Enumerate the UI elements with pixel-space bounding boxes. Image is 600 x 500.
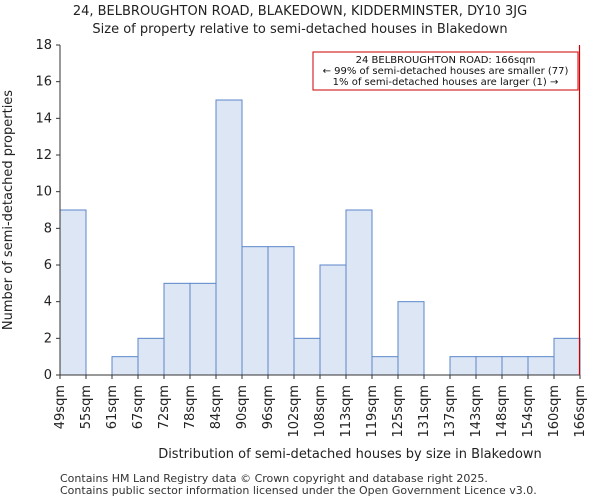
y-tick-label: 14 bbox=[35, 111, 52, 126]
bar-154sqm bbox=[527, 356, 555, 376]
y-tick-label: 10 bbox=[35, 185, 52, 200]
bar-113sqm bbox=[345, 209, 373, 376]
x-tick-label: 102sqm bbox=[287, 385, 302, 438]
x-tick-label: 55sqm bbox=[79, 385, 94, 429]
bar-108sqm bbox=[319, 264, 347, 376]
y-tick-label: 4 bbox=[44, 295, 52, 310]
bar-67sqm bbox=[137, 337, 165, 376]
x-tick-label: 166sqm bbox=[573, 385, 588, 438]
footer-line-1: Contains HM Land Registry data © Crown c… bbox=[60, 472, 488, 485]
x-axis-title: Distribution of semi-detached houses by … bbox=[158, 447, 542, 462]
bar-78sqm bbox=[189, 282, 217, 376]
x-tick-label: 84sqm bbox=[209, 385, 224, 429]
y-tick-label: 2 bbox=[44, 331, 52, 346]
bar-96sqm bbox=[267, 246, 295, 376]
x-tick-label: 148sqm bbox=[495, 385, 510, 438]
annotation-box bbox=[312, 51, 579, 91]
bar-137sqm bbox=[449, 356, 477, 376]
bar-72sqm bbox=[163, 282, 191, 376]
x-tick-label: 108sqm bbox=[313, 385, 328, 438]
x-tick-label: 61sqm bbox=[105, 385, 120, 429]
footer-line-2: Contains public sector information licen… bbox=[60, 484, 537, 497]
x-tick-label: 78sqm bbox=[183, 385, 198, 429]
x-tick-label: 154sqm bbox=[521, 385, 536, 438]
x-tick-label: 160sqm bbox=[547, 385, 562, 438]
bar-148sqm bbox=[501, 356, 529, 376]
x-tick-label: 125sqm bbox=[391, 385, 406, 438]
x-tick-label: 67sqm bbox=[131, 385, 146, 429]
chart-subtitle: Size of property relative to semi-detach… bbox=[92, 22, 508, 37]
bar-49sqm bbox=[59, 209, 87, 376]
bar-160sqm bbox=[553, 337, 581, 376]
bar-84sqm bbox=[215, 99, 243, 376]
bar-61sqm bbox=[111, 356, 139, 376]
bar-90sqm bbox=[241, 246, 269, 376]
annotation-line-1: 24 BELBROUGHTON ROAD: 166sqm bbox=[356, 55, 536, 66]
y-tick-label: 6 bbox=[44, 258, 52, 273]
x-tick-label: 131sqm bbox=[417, 385, 432, 438]
bar-119sqm bbox=[371, 356, 399, 376]
x-tick-label: 113sqm bbox=[339, 385, 354, 438]
y-axis-title: Number of semi-detached properties bbox=[1, 90, 16, 330]
bar-143sqm bbox=[475, 356, 503, 376]
y-tick-label: 16 bbox=[35, 75, 52, 90]
y-tick-label: 8 bbox=[44, 221, 52, 236]
x-tick-label: 119sqm bbox=[365, 385, 380, 438]
annotation-line-3: 1% of semi-detached houses are larger (1… bbox=[333, 77, 559, 88]
y-tick-label: 12 bbox=[35, 148, 52, 163]
x-tick-label: 143sqm bbox=[469, 385, 484, 438]
x-tick-label: 72sqm bbox=[157, 385, 172, 429]
y-tick-label: 18 bbox=[35, 38, 52, 53]
annotation-line-2: ← 99% of semi-detached houses are smalle… bbox=[323, 66, 569, 77]
bar-125sqm bbox=[397, 301, 425, 376]
x-tick-label: 96sqm bbox=[261, 385, 276, 429]
x-tick-label: 137sqm bbox=[443, 385, 458, 438]
x-tick-label: 90sqm bbox=[235, 385, 250, 429]
bar-102sqm bbox=[293, 337, 321, 376]
x-tick-label: 49sqm bbox=[53, 385, 68, 429]
y-tick-label: 0 bbox=[44, 368, 52, 383]
chart-title: 24, BELBROUGHTON ROAD, BLAKEDOWN, KIDDER… bbox=[72, 4, 528, 19]
